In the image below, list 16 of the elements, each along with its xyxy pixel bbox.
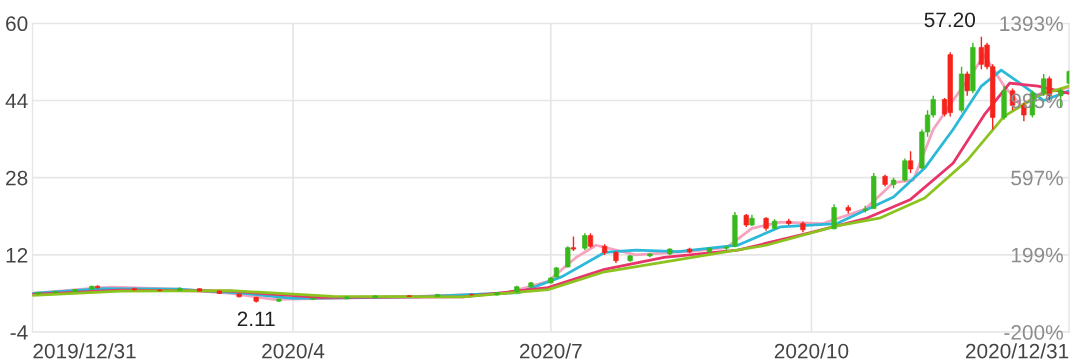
y2-tick-label: 1393% bbox=[1000, 16, 1063, 32]
x-tick-label: 2020/10 bbox=[774, 343, 849, 359]
x-tick-label: 2020/12/31 bbox=[965, 343, 1069, 359]
y2-tick-label: 597% bbox=[1011, 170, 1063, 186]
y-tick-label: 12 bbox=[6, 247, 28, 263]
x-tick-label: 2019/12/31 bbox=[33, 343, 136, 359]
y-tick-label: 60 bbox=[6, 16, 28, 32]
y-tick-label: 28 bbox=[6, 170, 28, 186]
y-tick-label: 44 bbox=[5, 93, 28, 109]
y-tick-label: -4 bbox=[10, 325, 28, 340]
y2-tick-label: 199% bbox=[1011, 247, 1063, 263]
y2-tick-label: -200% bbox=[1004, 325, 1063, 340]
annotation: 57.20 bbox=[924, 12, 976, 28]
annotation: 2.11 bbox=[237, 311, 275, 327]
x-tick-label: 2020/4 bbox=[262, 343, 325, 359]
x-tick-label: 2020/7 bbox=[519, 343, 582, 359]
